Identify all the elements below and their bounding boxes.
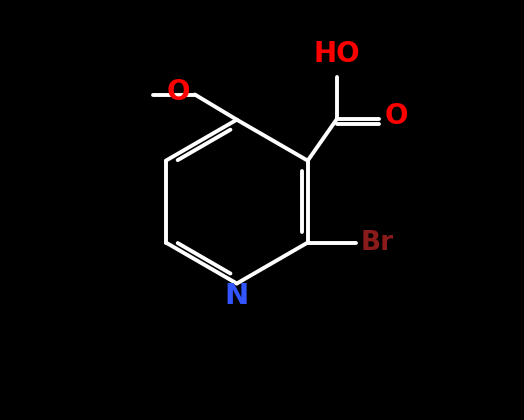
Text: Br: Br: [361, 230, 394, 255]
Text: O: O: [166, 79, 190, 106]
Text: N: N: [225, 282, 249, 310]
Text: O: O: [384, 102, 408, 130]
Text: HO: HO: [314, 40, 361, 68]
